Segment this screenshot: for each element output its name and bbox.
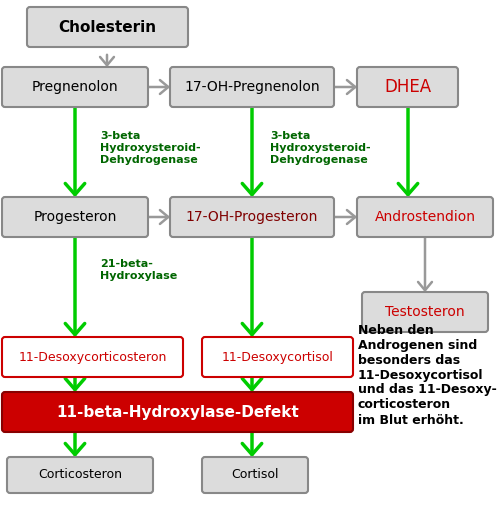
- Text: 3-beta
Hydroxysteroid-
Dehydrogenase: 3-beta Hydroxysteroid- Dehydrogenase: [270, 131, 370, 165]
- FancyBboxPatch shape: [2, 392, 353, 432]
- FancyBboxPatch shape: [202, 337, 353, 377]
- Text: 11-Desoxycorticosteron: 11-Desoxycorticosteron: [18, 350, 167, 364]
- Text: 21-beta-
Hydroxylase: 21-beta- Hydroxylase: [100, 259, 177, 281]
- FancyBboxPatch shape: [27, 7, 188, 47]
- Text: 17-OH-Progesteron: 17-OH-Progesteron: [186, 210, 318, 224]
- FancyBboxPatch shape: [357, 67, 458, 107]
- Text: Cholesterin: Cholesterin: [58, 19, 156, 34]
- Text: DHEA: DHEA: [384, 78, 431, 96]
- Text: Corticosteron: Corticosteron: [38, 468, 122, 482]
- Text: Testosteron: Testosteron: [385, 305, 465, 319]
- FancyBboxPatch shape: [2, 197, 148, 237]
- Text: 11-Desoxycortisol: 11-Desoxycortisol: [222, 350, 334, 364]
- FancyBboxPatch shape: [2, 67, 148, 107]
- Text: Androstendion: Androstendion: [374, 210, 476, 224]
- FancyBboxPatch shape: [2, 337, 183, 377]
- Text: 11-beta-Hydroxylase-Defekt: 11-beta-Hydroxylase-Defekt: [56, 404, 299, 420]
- Text: Neben den
Androgenen sind
besonders das
11-Desoxycortisol
und das 11-Desoxy-
cor: Neben den Androgenen sind besonders das …: [358, 324, 497, 426]
- Text: Progesteron: Progesteron: [34, 210, 116, 224]
- Text: Pregnenolon: Pregnenolon: [32, 80, 118, 94]
- Text: 17-OH-Pregnenolon: 17-OH-Pregnenolon: [184, 80, 320, 94]
- FancyBboxPatch shape: [202, 457, 308, 493]
- FancyBboxPatch shape: [170, 197, 334, 237]
- FancyBboxPatch shape: [357, 197, 493, 237]
- FancyBboxPatch shape: [7, 457, 153, 493]
- Text: 3-beta
Hydroxysteroid-
Dehydrogenase: 3-beta Hydroxysteroid- Dehydrogenase: [100, 131, 200, 165]
- FancyBboxPatch shape: [170, 67, 334, 107]
- Text: Cortisol: Cortisol: [231, 468, 279, 482]
- FancyBboxPatch shape: [362, 292, 488, 332]
